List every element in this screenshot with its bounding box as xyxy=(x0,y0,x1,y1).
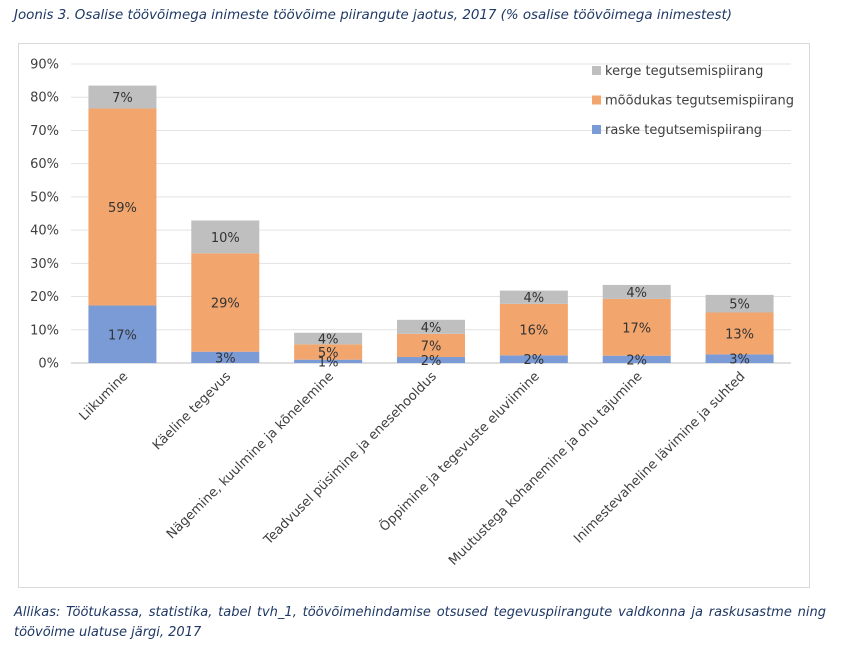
bar-segment xyxy=(191,253,260,352)
data-label: 3% xyxy=(729,353,750,368)
y-tick-label: 30% xyxy=(30,257,59,272)
y-axis: 0% 10% 20% 30% 40% 50% 60% 70% 80% 90% xyxy=(30,58,59,372)
data-label: 5% xyxy=(318,346,339,361)
legend: kerge tegutsemispiirang mõõdukas tegutsem… xyxy=(592,64,794,138)
y-tick-label: 20% xyxy=(30,290,59,305)
bar-segment xyxy=(602,284,671,299)
category-label: Liikumine xyxy=(77,369,132,424)
legend-label: mõõdukas tegutsemispiirang xyxy=(605,94,794,109)
data-label: 13% xyxy=(725,327,754,342)
data-label: 4% xyxy=(524,291,545,306)
data-label: 29% xyxy=(211,297,240,312)
bar-segment xyxy=(705,312,774,355)
category-label: Õppimine ja tegevuste eluviimine xyxy=(376,369,542,535)
bar-segment xyxy=(294,332,363,345)
data-label: 1% xyxy=(318,355,339,370)
data-label: 3% xyxy=(215,351,236,366)
category-label: Käeline tegevus xyxy=(150,369,234,453)
bar-segment xyxy=(191,351,260,363)
data-label: 7% xyxy=(112,91,133,106)
chart-frame: 0% 10% 20% 30% 40% 50% 60% 70% 80% 90% 17% 59% 7% 3%… xyxy=(18,43,810,588)
y-tick-label: 60% xyxy=(30,157,59,172)
y-tick-label: 80% xyxy=(30,91,59,106)
data-labels: 17%59%7%3%29%10%1%5%4%2%7%4%2%16%4%2%17%… xyxy=(108,91,754,370)
bar-segment xyxy=(602,355,671,363)
bar-segment xyxy=(602,298,671,356)
y-tick-label: 90% xyxy=(30,58,59,73)
bar-segment xyxy=(88,85,157,109)
data-label: 2% xyxy=(421,354,442,369)
y-tick-label: 70% xyxy=(30,124,59,139)
bar-segment xyxy=(705,294,774,313)
bar-segment xyxy=(397,357,465,363)
bar-segment xyxy=(88,108,157,306)
data-label: 17% xyxy=(622,321,651,336)
data-label: 5% xyxy=(729,298,750,313)
bar-segment xyxy=(397,319,465,334)
bars xyxy=(88,85,774,363)
data-label: 4% xyxy=(626,286,647,301)
y-tick-label: 40% xyxy=(30,224,59,239)
y-tick-label: 0% xyxy=(38,357,59,372)
bar-segment xyxy=(294,359,363,363)
legend-swatch xyxy=(592,125,601,134)
bar-segment xyxy=(88,305,157,363)
bar-segment xyxy=(499,290,568,304)
data-label: 4% xyxy=(421,321,442,336)
legend-swatch xyxy=(592,95,601,105)
gridlines xyxy=(71,63,791,364)
category-label: Inimestevaheline lävimine ja suhted xyxy=(571,369,748,546)
data-label: 17% xyxy=(108,328,137,343)
legend-label: raske tegutsemispiirang xyxy=(605,123,762,138)
bar-segment xyxy=(191,220,260,254)
figure-caption: Joonis 3. Osalise töövõimega inimeste tö… xyxy=(14,8,732,23)
bar-segment xyxy=(499,303,568,356)
legend-swatch xyxy=(592,66,601,75)
bar-segment xyxy=(397,333,465,358)
bar-segment xyxy=(294,344,363,360)
bar-segment xyxy=(499,355,568,363)
data-label: 16% xyxy=(519,324,548,339)
bar-segment xyxy=(705,354,774,363)
category-label: Muutustega kohanemine ja ohu tajumine xyxy=(446,369,645,568)
y-tick-label: 50% xyxy=(30,190,59,205)
data-label: 4% xyxy=(318,333,339,348)
data-label: 2% xyxy=(524,353,545,368)
legend-label: kerge tegutsemispiirang xyxy=(605,64,763,79)
data-label: 10% xyxy=(211,231,240,246)
data-label: 7% xyxy=(421,339,442,354)
data-label: 2% xyxy=(626,353,647,368)
data-label: 59% xyxy=(108,201,137,216)
category-label: Nägemine, kuulmine ja kõnelemine xyxy=(164,369,337,542)
category-label: Teadvusel püsimine ja enesehooldus xyxy=(260,369,440,549)
y-tick-label: 10% xyxy=(30,323,59,338)
source-note: Allikas: Töötukassa, statistika, tabel t… xyxy=(14,605,826,640)
stacked-bar-chart: 0% 10% 20% 30% 40% 50% 60% 70% 80% 90% 17% 59% 7% 3%… xyxy=(30,58,794,569)
